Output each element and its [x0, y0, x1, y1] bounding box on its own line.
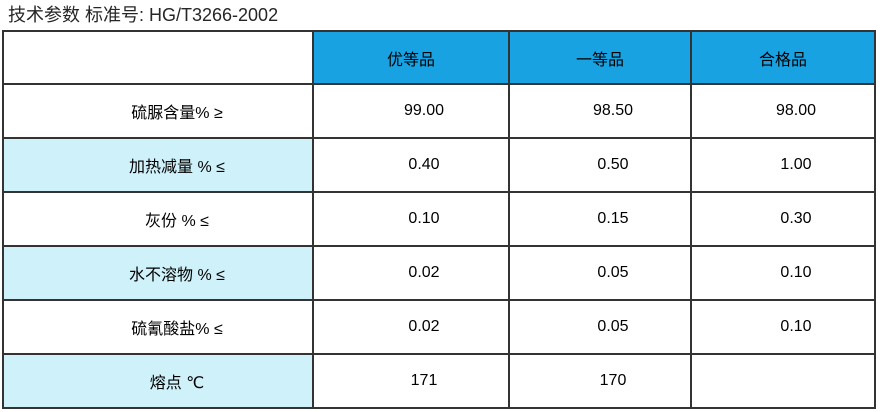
- cell-value: 0.02: [312, 245, 510, 301]
- cell-value: 99.00: [312, 83, 510, 139]
- cell-value: 0.30: [690, 191, 876, 247]
- row-label-water-insoluble: 水不溶物 % ≤: [2, 245, 314, 301]
- header-cell-qualified-grade: 合格品: [690, 30, 876, 85]
- header-cell-premium-grade: 优等品: [312, 30, 510, 85]
- cell-value: 0.40: [312, 137, 510, 193]
- cell-value: 1.00: [690, 137, 876, 193]
- header-cell-first-grade: 一等品: [508, 30, 692, 85]
- cell-value-empty: [690, 353, 876, 409]
- row-label-thiocyanate: 硫氰酸盐% ≤: [2, 299, 314, 355]
- table-row: 硫脲含量% ≥ 99.00 98.50 98.00: [2, 83, 876, 139]
- table-row: 加热减量 % ≤ 0.40 0.50 1.00: [2, 137, 876, 193]
- table-row: 熔点 ℃ 171 170: [2, 353, 876, 409]
- cell-value: 170: [508, 353, 692, 409]
- spec-table-body: 硫脲含量% ≥ 99.00 98.50 98.00 加热减量 % ≤ 0.40 …: [2, 83, 876, 409]
- row-label-melting-point: 熔点 ℃: [2, 353, 314, 409]
- spec-table: 优等品 一等品 合格品 硫脲含量% ≥ 99.00 98.50 98.00 加热…: [2, 30, 876, 409]
- cell-value: 98.00: [690, 83, 876, 139]
- cell-value: 0.15: [508, 191, 692, 247]
- cell-value: 171: [312, 353, 510, 409]
- cell-value: 0.05: [508, 245, 692, 301]
- header-cell-empty: [2, 30, 314, 85]
- row-label-heating-loss: 加热减量 % ≤: [2, 137, 314, 193]
- table-row: 硫氰酸盐% ≤ 0.02 0.05 0.10: [2, 299, 876, 355]
- page-title: 技术参数 标准号: HG/T3266-2002: [8, 5, 279, 25]
- cell-value: 0.50: [508, 137, 692, 193]
- table-row: 水不溶物 % ≤ 0.02 0.05 0.10: [2, 245, 876, 301]
- row-label-ash: 灰份 % ≤: [2, 191, 314, 247]
- spec-table-header: 优等品 一等品 合格品: [2, 30, 876, 85]
- cell-value: 0.10: [690, 299, 876, 355]
- cell-value: 0.02: [312, 299, 510, 355]
- row-label-thiourea-content: 硫脲含量% ≥: [2, 83, 314, 139]
- cell-value: 0.05: [508, 299, 692, 355]
- header-row: 优等品 一等品 合格品: [2, 30, 876, 85]
- cell-value: 0.10: [690, 245, 876, 301]
- table-row: 灰份 % ≤ 0.10 0.15 0.30: [2, 191, 876, 247]
- cell-value: 0.10: [312, 191, 510, 247]
- cell-value: 98.50: [508, 83, 692, 139]
